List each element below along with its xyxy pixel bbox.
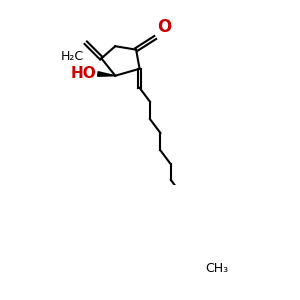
Text: CH₃: CH₃ [206,262,229,275]
Text: H₂C: H₂C [61,50,84,63]
Text: O: O [157,18,171,36]
Polygon shape [98,72,115,76]
Text: HO: HO [70,67,96,82]
